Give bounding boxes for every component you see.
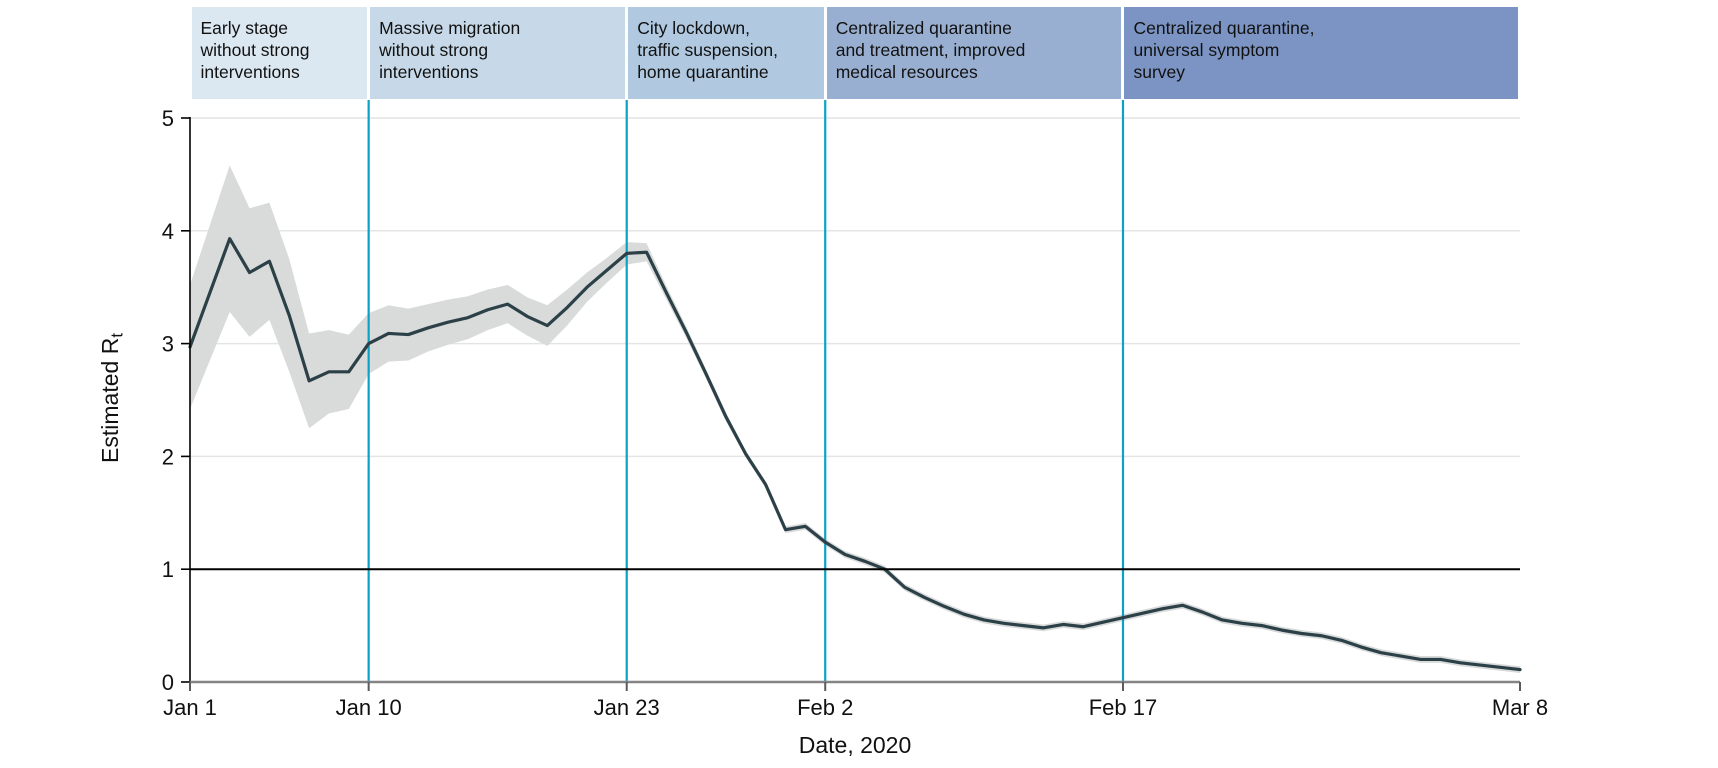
y-tick-label-4: 4 bbox=[162, 219, 174, 244]
x-tick-label-Feb2: Feb 2 bbox=[797, 695, 853, 720]
y-tick-label-0: 0 bbox=[162, 670, 174, 695]
x-axis-title: Date, 2020 bbox=[798, 732, 912, 758]
x-tick-label-Jan10: Jan 10 bbox=[336, 695, 402, 720]
x-tick-label-Feb17: Feb 17 bbox=[1089, 695, 1158, 720]
x-tick-label-Mar8: Mar 8 bbox=[1492, 695, 1548, 720]
y-tick-label-3: 3 bbox=[162, 332, 174, 357]
y-tick-label-1: 1 bbox=[162, 557, 174, 582]
y-tick-label-5: 5 bbox=[162, 106, 174, 131]
y-tick-label-2: 2 bbox=[162, 444, 174, 469]
x-tick-label-Jan23: Jan 23 bbox=[594, 695, 660, 720]
y-axis-title-subscript: t bbox=[107, 333, 127, 338]
y-axis-title: Estimated Rt bbox=[97, 248, 127, 548]
y-axis-title-text: Estimated R bbox=[97, 337, 123, 463]
x-tick-label-Jan1: Jan 1 bbox=[163, 695, 217, 720]
rt-mean-line bbox=[188, 237, 1522, 672]
confidence-interval-area bbox=[190, 165, 1520, 673]
